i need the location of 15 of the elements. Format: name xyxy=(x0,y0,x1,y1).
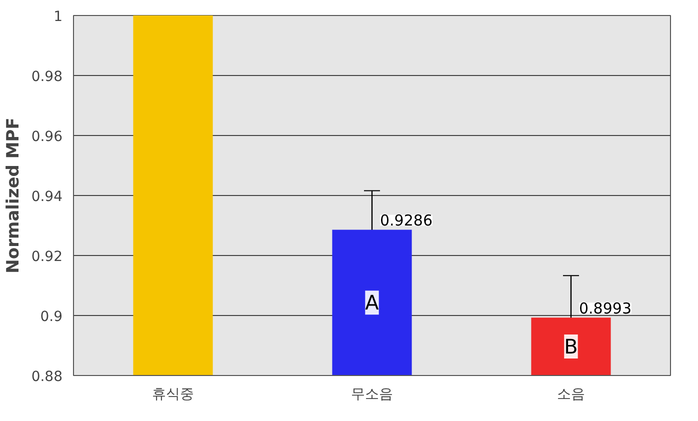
y-axis-title: Normalized MPF xyxy=(3,118,24,274)
annotation: B xyxy=(564,334,578,359)
x-tick-label: 소음 xyxy=(557,386,585,402)
x-tick-label: 무소음 xyxy=(351,386,393,402)
y-tick-label: 0.9 xyxy=(40,309,62,325)
y-tick-label: 0.92 xyxy=(31,249,62,265)
y-tick-label: 1 xyxy=(54,9,63,25)
y-tick-label: 0.94 xyxy=(31,189,63,205)
annotation: A xyxy=(365,290,380,315)
y-tick-label: 0.98 xyxy=(31,69,62,85)
y-tick-label: 0.88 xyxy=(31,369,62,385)
y-tick-label: 0.96 xyxy=(31,129,63,145)
data-label: 0.9286 xyxy=(380,212,432,230)
x-tick-label: 휴식중 xyxy=(152,386,194,402)
data-label: 0.8993 xyxy=(579,300,632,318)
